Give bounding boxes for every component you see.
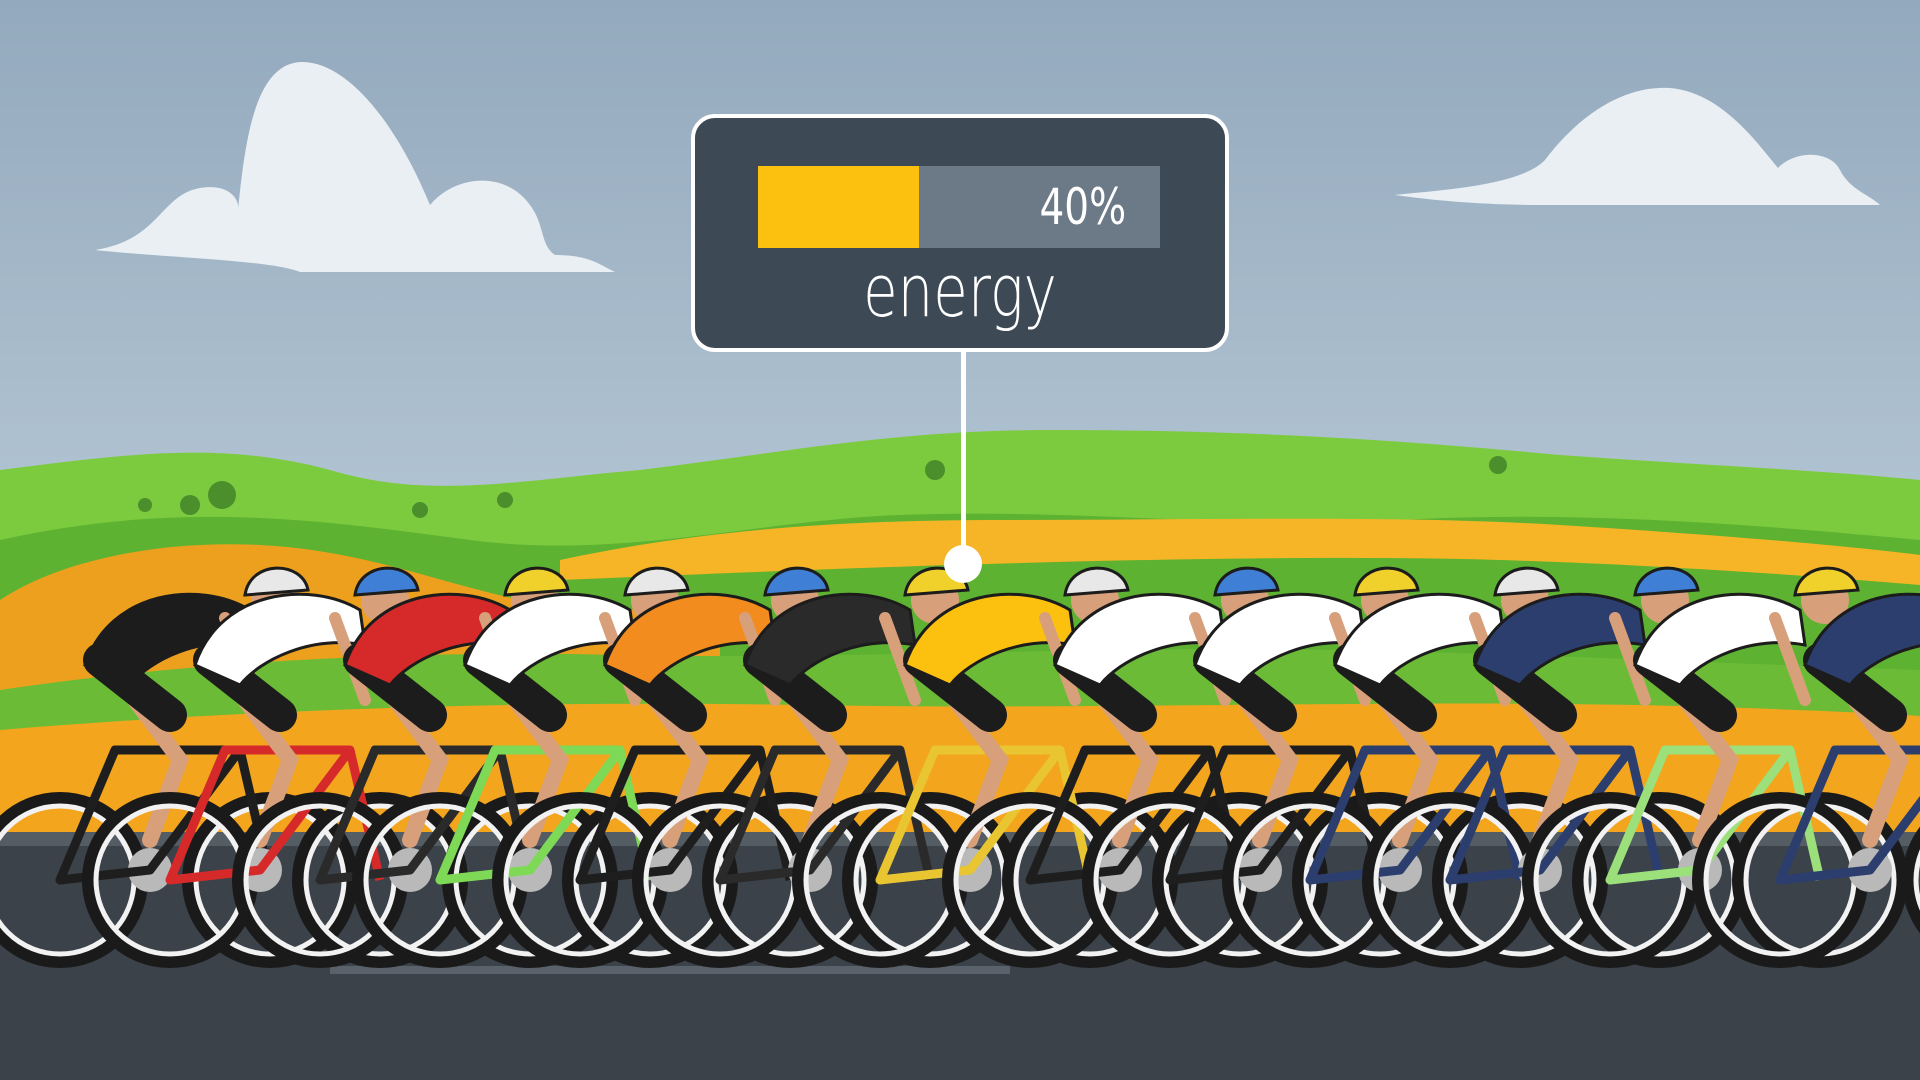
- callout-dot: [944, 545, 982, 583]
- cloud-right: [1395, 87, 1880, 205]
- energy-label: energy: [863, 249, 1057, 333]
- energy-percent: 40%: [1039, 178, 1126, 236]
- road-marking: [330, 966, 1010, 974]
- rider: [1692, 592, 1920, 968]
- rider: [82, 566, 468, 968]
- peloton: [0, 566, 1920, 968]
- field-orange-band: [560, 518, 1920, 585]
- rider: [1522, 566, 1908, 968]
- rider: [232, 566, 618, 968]
- callout-line: [961, 352, 966, 562]
- rider: [792, 566, 1178, 968]
- rider: [352, 566, 738, 968]
- cloud-left: [95, 61, 615, 272]
- energy-bar-track: 40%: [758, 166, 1160, 248]
- trees: [138, 456, 1507, 518]
- energy-bar-fill: [758, 166, 919, 248]
- energy-card: 40% energy: [691, 114, 1229, 352]
